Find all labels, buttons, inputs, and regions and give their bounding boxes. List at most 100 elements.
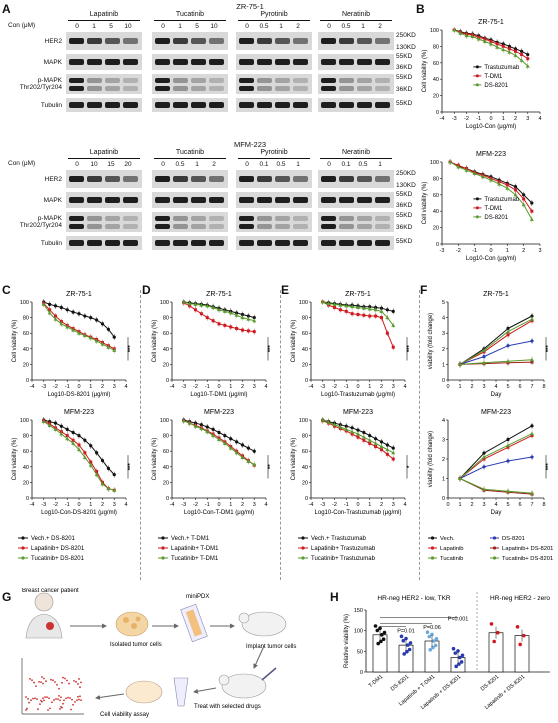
data-point (65, 427, 69, 431)
data-point (344, 424, 348, 428)
blot-band (321, 240, 336, 246)
y-tick-label: 80 (23, 434, 29, 440)
blot-band (357, 197, 372, 203)
assay-dot (44, 696, 46, 699)
assay-dot (63, 699, 65, 702)
blot-band (105, 59, 120, 65)
blot-strip (236, 192, 312, 208)
data-point (54, 314, 57, 318)
data-point (240, 312, 245, 317)
y-tick-label: 40 (163, 347, 169, 353)
blot-row-label: p-MAPK Thr202/Tyr204 (19, 77, 62, 91)
x-tick-label: -2 (193, 502, 198, 508)
data-point (205, 316, 209, 320)
assay-dot (35, 685, 37, 688)
blot-band (87, 176, 102, 182)
x-tick-label: -4 (309, 502, 314, 508)
blot-band (87, 216, 102, 221)
x-tick-label: 3 (482, 384, 485, 390)
blot-band (209, 176, 224, 182)
dose-label: 10 (90, 161, 98, 168)
data-point (217, 307, 221, 312)
label-isolated: Isolated tumor cells (110, 642, 162, 648)
blot-band (191, 86, 206, 91)
data-point (373, 307, 378, 312)
assay-dot (52, 679, 54, 682)
assay-dot (62, 702, 64, 705)
bar-dot (381, 637, 386, 641)
data-point (497, 182, 502, 186)
legend-marker (161, 556, 165, 560)
blot-band (105, 102, 120, 108)
x-tick-label: 4 (494, 384, 497, 390)
data-point (530, 424, 534, 428)
data-point (482, 348, 486, 352)
blot-cell-line: ZR-75-1 (236, 2, 264, 11)
x-tick-label: 2 (241, 384, 244, 390)
x-axis-label: Log10-DS-8201 (μg/ml) (48, 392, 111, 398)
data-point (252, 462, 257, 466)
data-point (379, 444, 384, 449)
blot-band (339, 240, 354, 246)
data-point (506, 333, 510, 337)
data-point (59, 432, 64, 436)
assay-dot (43, 677, 45, 680)
y-axis-label: Cell viability (%) (291, 438, 297, 481)
y-tick-label: 60 (23, 449, 29, 455)
legend-entry: T-DM1 (484, 206, 503, 212)
x-tick-label: 4 (403, 502, 406, 508)
legend-entry: Vech. (440, 536, 455, 542)
data-point (506, 329, 510, 334)
assay-dot (77, 695, 79, 698)
assay-dot (57, 698, 59, 701)
data-point (338, 308, 342, 312)
y-tick-label: 20 (433, 94, 439, 100)
y-tick-label: 60 (302, 331, 308, 337)
significance: *** (268, 345, 274, 353)
data-point (514, 188, 517, 192)
legend-entry: Lapatinib (440, 546, 464, 552)
data-point (53, 304, 58, 308)
blot-band (105, 197, 120, 203)
data-point (95, 469, 99, 473)
blot-band (357, 224, 372, 229)
y-tick-label: 0 (166, 378, 169, 384)
blot-band (239, 86, 254, 91)
x-tick-label: -4 (30, 384, 35, 390)
x-tick-label: -1 (65, 384, 70, 390)
data-point (368, 314, 372, 318)
data-point (252, 316, 256, 320)
blot-band (123, 86, 138, 91)
y-tick-label: 1 (442, 477, 445, 483)
data-point (373, 441, 378, 445)
blot-band (155, 59, 170, 65)
x-tick-label: 2 (514, 116, 517, 122)
bar-dot (404, 636, 408, 641)
blot-strip (152, 54, 228, 70)
data-point (367, 438, 372, 442)
blot-band (339, 102, 354, 108)
chart-e-zr751: ZR-75-1 0 20 40 60 80 100 -4 -3 -2 -1 0 1 2 3 4 Cell via… (291, 291, 413, 398)
legend-marker (475, 197, 479, 201)
x-tick-label: 4 (538, 116, 541, 122)
assay-dot (59, 699, 61, 702)
data-point (88, 463, 93, 467)
category-label: DS-8201 (480, 674, 500, 693)
bar-dot (489, 622, 494, 626)
label-treat: Treat with selected drugs (194, 704, 261, 710)
x-tick-label: 4 (494, 502, 497, 508)
data-point (356, 428, 360, 432)
drug-name: Tucatinib (175, 149, 205, 156)
data-point (77, 447, 81, 452)
data-point (194, 308, 197, 312)
assay-dot (56, 683, 58, 686)
blot-band (155, 176, 170, 182)
marker-size: 55KD (396, 238, 413, 245)
drug-name: Pyrotinib (260, 149, 288, 156)
data-point (59, 424, 63, 428)
label-assay: Cell viability assay (100, 712, 149, 718)
assay-dot (42, 697, 44, 700)
blot-band (191, 197, 206, 203)
data-point (482, 455, 486, 459)
data-point (525, 64, 530, 68)
